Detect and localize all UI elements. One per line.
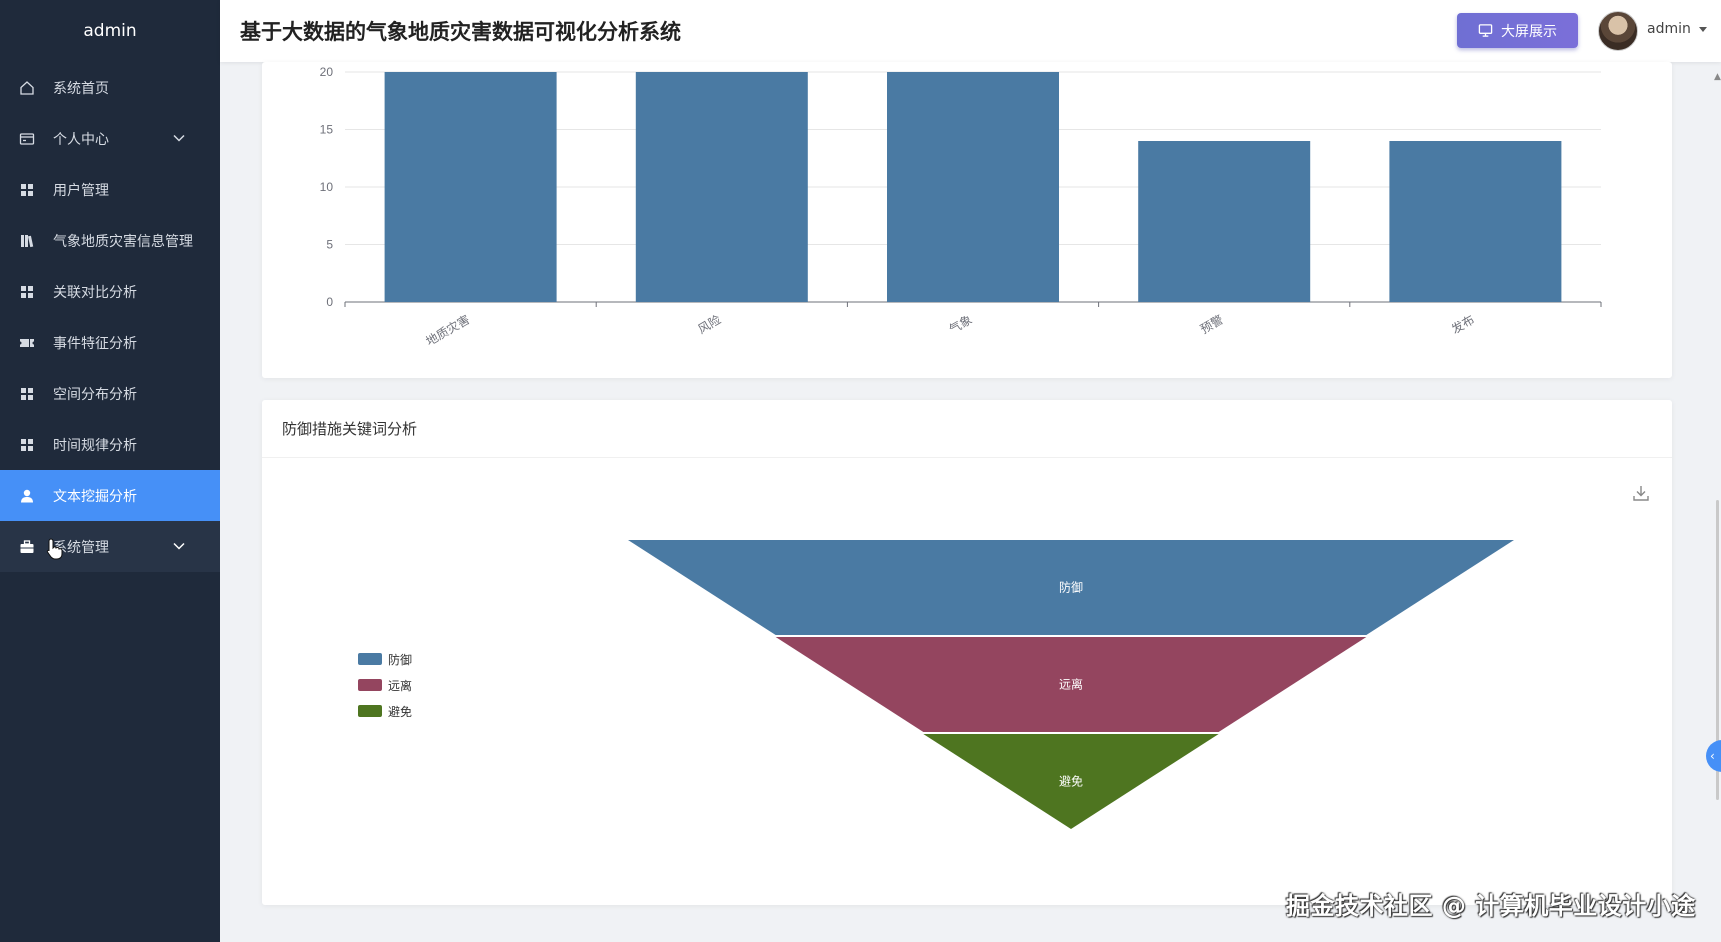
sidebar-item-profile[interactable]: 个人中心 — [0, 113, 220, 164]
sidebar-item-correlation[interactable]: 关联对比分析 — [0, 266, 220, 317]
legend-label: 远离 — [388, 678, 413, 693]
user-name[interactable]: admin — [1647, 21, 1691, 37]
sidebar-item-label: 事件特征分析 — [53, 335, 137, 352]
grid-icon — [18, 283, 36, 301]
y-tick-label: 0 — [326, 295, 333, 309]
sidebar-item-label: 用户管理 — [53, 182, 109, 199]
ticket-icon — [18, 334, 36, 352]
legend-item[interactable]: 远离 — [358, 672, 412, 698]
defense-keyword-card: 防御措施关键词分析 防御远离避免 防御远离避免 — [262, 400, 1672, 905]
wallet-icon — [18, 130, 36, 148]
chevron-down-icon — [173, 542, 185, 550]
page-title: 基于大数据的气象地质灾害数据可视化分析系统 — [240, 20, 681, 44]
download-icon[interactable] — [1632, 484, 1650, 502]
sidebar-brand: admin — [83, 21, 137, 41]
sidebar-item-users[interactable]: 用户管理 — [0, 164, 220, 215]
home-icon — [18, 79, 36, 97]
card-title: 防御措施关键词分析 — [262, 400, 1672, 458]
sidebar-item-home[interactable]: 系统首页 — [0, 62, 220, 113]
bar[interactable] — [1389, 141, 1562, 302]
sidebar-item-disaster-info[interactable]: 气象地质灾害信息管理 — [0, 215, 220, 266]
x-tick-label: 发布 — [1449, 312, 1477, 337]
legend-swatch — [358, 679, 382, 691]
sidebar-item-label: 关联对比分析 — [53, 284, 137, 301]
avatar[interactable] — [1598, 11, 1638, 51]
legend-swatch — [358, 705, 382, 717]
side-dock-toggle[interactable]: ‹ — [1706, 740, 1721, 772]
sidebar-item-spatial[interactable]: 空间分布分析 — [0, 368, 220, 419]
legend-label: 防御 — [388, 652, 413, 667]
funnel-segment[interactable] — [628, 540, 1514, 635]
sidebar-item-label: 气象地质灾害信息管理 — [53, 233, 193, 250]
legend-item[interactable]: 防御 — [358, 646, 412, 672]
scroll-up-arrow[interactable]: ▲ — [1714, 72, 1721, 82]
scrollbar-thumb[interactable] — [1716, 500, 1719, 800]
bar[interactable] — [887, 72, 1059, 302]
big-screen-label: 大屏展示 — [1501, 23, 1557, 40]
legend-item[interactable]: 避免 — [358, 698, 412, 724]
x-tick-label: 地质灾害 — [423, 312, 472, 349]
sidebar-item-temporal[interactable]: 时间规律分析 — [0, 419, 220, 470]
funnel-segment[interactable] — [775, 637, 1367, 732]
briefcase-icon — [18, 538, 36, 556]
sidebar-item-label: 时间规律分析 — [53, 437, 137, 454]
grid-icon — [18, 436, 36, 454]
caret-down-icon[interactable] — [1699, 27, 1707, 32]
sidebar-item-label: 空间分布分析 — [53, 386, 137, 403]
keyword-bar-card: 0 5 10 15 20 地质灾害 风险 气象 预警 发布 — [262, 62, 1672, 378]
watermark: 掘金技术社区 @ 计算机毕业设计小途 — [1286, 892, 1696, 920]
x-tick-label: 气象 — [946, 312, 974, 337]
x-tick-label: 预警 — [1197, 312, 1225, 337]
sidebar-item-label: 系统管理 — [53, 539, 109, 556]
x-tick-label: 风险 — [695, 312, 723, 337]
funnel-segment[interactable] — [923, 734, 1219, 829]
sidebar-item-event-features[interactable]: 事件特征分析 — [0, 317, 220, 368]
grid-icon — [18, 181, 36, 199]
bar[interactable] — [635, 72, 808, 302]
funnel-label: 远离 — [1059, 677, 1083, 692]
sidebar-item-label: 个人中心 — [53, 131, 109, 148]
funnel-label: 防御 — [1059, 580, 1083, 595]
grid-icon — [18, 385, 36, 403]
sidebar: admin 系统首页 个人中心 用户管理 气象地质灾害信息管理 关联对比分析 — [0, 0, 220, 942]
bar-chart: 0 5 10 15 20 地质灾害 风险 气象 预警 发布 — [320, 65, 1602, 349]
big-screen-button[interactable]: 大屏展示 — [1457, 13, 1578, 48]
bar[interactable] — [384, 72, 557, 302]
legend-swatch — [358, 653, 382, 665]
user-icon — [18, 487, 36, 505]
y-tick-label: 15 — [320, 123, 334, 137]
sidebar-item-label: 文本挖掘分析 — [53, 488, 137, 505]
books-icon — [18, 232, 36, 250]
sidebar-item-label: 系统首页 — [53, 80, 109, 97]
mouse-cursor-icon — [46, 538, 63, 560]
sidebar-item-text-mining[interactable]: 文本挖掘分析 — [0, 470, 220, 521]
y-tick-label: 5 — [326, 238, 333, 252]
sidebar-item-system[interactable]: 系统管理 — [0, 521, 220, 572]
funnel-legend: 防御 远离 避免 — [358, 646, 412, 724]
bar[interactable] — [1138, 141, 1311, 302]
y-tick-label: 20 — [320, 65, 334, 79]
chevron-down-icon — [173, 134, 185, 142]
legend-label: 避免 — [388, 704, 413, 719]
funnel-label: 避免 — [1059, 774, 1083, 789]
y-tick-label: 10 — [320, 180, 334, 194]
monitor-icon — [1478, 24, 1493, 37]
